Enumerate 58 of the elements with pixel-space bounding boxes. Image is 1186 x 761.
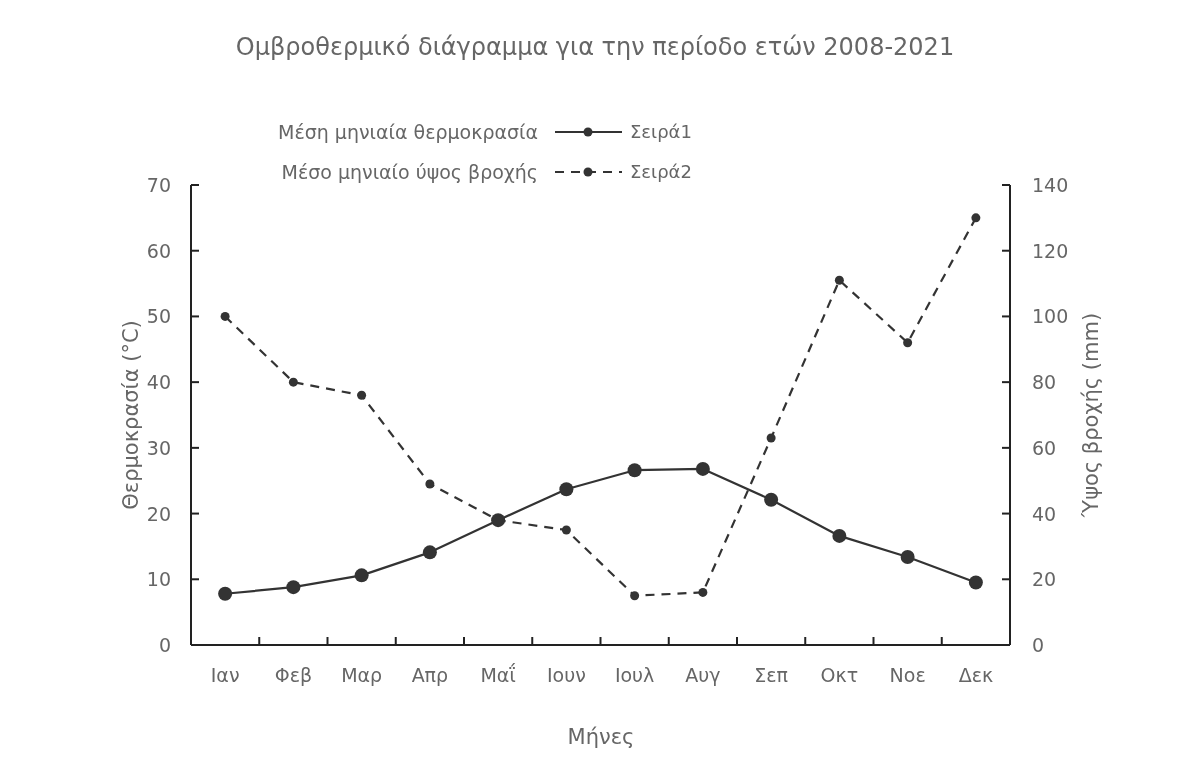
x-tick-label: Φεβ bbox=[274, 664, 313, 686]
y-tick-label: 40 bbox=[146, 371, 171, 394]
y-tick-label: 20 bbox=[146, 502, 171, 525]
point bbox=[422, 545, 437, 560]
legend-label: Σειρά2 bbox=[630, 161, 692, 182]
y-tick-label: 0 bbox=[158, 634, 171, 656]
point bbox=[559, 482, 574, 497]
y2-tick-label: 80 bbox=[1032, 371, 1057, 394]
x-tick-label: Νοε bbox=[889, 664, 926, 686]
point bbox=[425, 479, 435, 489]
x-tick-label: Μαΐ bbox=[480, 663, 516, 686]
legend-label: Σειρά1 bbox=[630, 121, 692, 142]
y-axis-title: Θερμοκρασία (°C) bbox=[119, 320, 143, 510]
point bbox=[354, 568, 369, 583]
point bbox=[764, 492, 779, 507]
y2-tick-label: 60 bbox=[1032, 436, 1057, 459]
y2-tick-label: 40 bbox=[1032, 502, 1057, 525]
point bbox=[561, 525, 571, 535]
y2-tick-label: 100 bbox=[1032, 305, 1069, 328]
y-tick-label: 60 bbox=[146, 239, 171, 262]
x-tick-label: Απρ bbox=[411, 664, 449, 686]
y2-tick-label: 120 bbox=[1032, 239, 1069, 262]
chart-title: Ομβροθερμικό διάγραμμα για την περίοδο ετών 2008-2021 bbox=[235, 33, 955, 61]
x-tick-label: Αυγ bbox=[685, 664, 721, 686]
y-tick-label: 50 bbox=[146, 305, 171, 328]
x-tick-label: Δεκ bbox=[958, 664, 994, 686]
y-tick-label: 30 bbox=[146, 436, 171, 459]
point bbox=[220, 311, 230, 321]
point bbox=[695, 461, 710, 476]
point bbox=[627, 463, 642, 478]
point bbox=[834, 275, 844, 285]
y2-tick-label: 0 bbox=[1032, 634, 1045, 656]
point bbox=[971, 213, 981, 223]
point bbox=[968, 575, 983, 590]
point bbox=[288, 377, 298, 387]
point bbox=[766, 433, 776, 443]
x-tick-label: Ιουλ bbox=[614, 664, 655, 686]
point bbox=[218, 586, 233, 601]
point bbox=[286, 580, 301, 595]
y2-tick-label: 20 bbox=[1032, 568, 1057, 591]
y-tick-label: 10 bbox=[146, 568, 171, 591]
x-tick-label: Σεπ bbox=[754, 664, 788, 686]
y-tick-label: 70 bbox=[146, 174, 171, 196]
point bbox=[630, 591, 640, 601]
x-tick-label: Ιουν bbox=[546, 664, 586, 686]
x-tick-label: Μαρ bbox=[341, 664, 383, 686]
y2-axis-title: Ύψος βροχής (mm) bbox=[1079, 312, 1103, 519]
x-tick-label: Οκτ bbox=[820, 664, 859, 686]
x-tick-label: Ιαν bbox=[210, 664, 240, 686]
text: Μέση μηνιαία θερμοκρασία bbox=[278, 121, 538, 143]
point bbox=[903, 338, 913, 348]
x-axis-title: Μήνες bbox=[567, 725, 635, 749]
point bbox=[832, 528, 847, 543]
point bbox=[900, 549, 915, 564]
text: Μέσο μηνιαίο ύψος βροχής bbox=[281, 161, 538, 183]
y2-tick-label: 140 bbox=[1032, 174, 1069, 196]
point bbox=[357, 390, 367, 400]
point bbox=[698, 587, 708, 597]
